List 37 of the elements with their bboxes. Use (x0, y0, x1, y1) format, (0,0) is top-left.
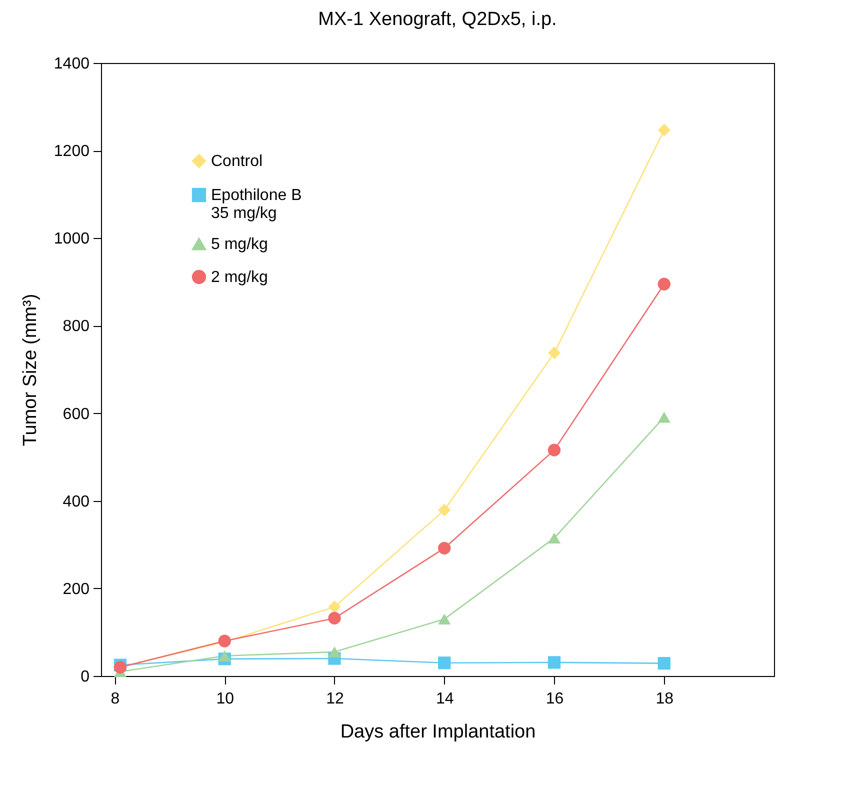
x-tick-label: 14 (436, 690, 454, 708)
y-tick-label: 0 (80, 668, 90, 686)
legend-label: 2 mg/kg (211, 269, 268, 286)
point (438, 614, 451, 625)
x-tick-label: 18 (656, 690, 674, 708)
x-tick-label: 16 (546, 690, 564, 708)
y-axis-title: Tumor Size (mm³) (20, 294, 41, 446)
point (548, 346, 561, 360)
point (438, 504, 451, 516)
point (658, 124, 670, 136)
legend-label: Epothilone B 35 mg/kg (211, 187, 302, 222)
x-tick-label: 8 (110, 690, 120, 708)
x-axis-title: Days after Implantation (340, 722, 536, 742)
point (658, 656, 670, 670)
point (658, 412, 670, 423)
y-tick-label: 1400 (54, 56, 90, 72)
point (328, 600, 341, 614)
legend-label: Control (211, 153, 263, 170)
point (218, 650, 231, 662)
point (438, 656, 451, 670)
chart-title: MX-1 Xenograft, Q2Dx5, i.p. (318, 9, 557, 30)
point (328, 612, 341, 625)
x-tick-label: 10 (216, 690, 234, 708)
point (658, 278, 670, 290)
x-tick-label: 12 (326, 690, 344, 708)
point (438, 542, 451, 554)
y-tick-label: 600 (62, 406, 90, 423)
point (548, 656, 561, 669)
point (548, 532, 561, 544)
legend-label: 5 mg/kg (211, 236, 268, 253)
y-tick-label: 800 (62, 318, 90, 336)
point (548, 444, 561, 456)
y-tick-label: 1000 (54, 230, 90, 248)
point (328, 646, 341, 658)
y-tick-label: 400 (62, 493, 90, 510)
y-tick-label: 1200 (54, 143, 90, 160)
y-tick-label: 200 (62, 580, 90, 598)
